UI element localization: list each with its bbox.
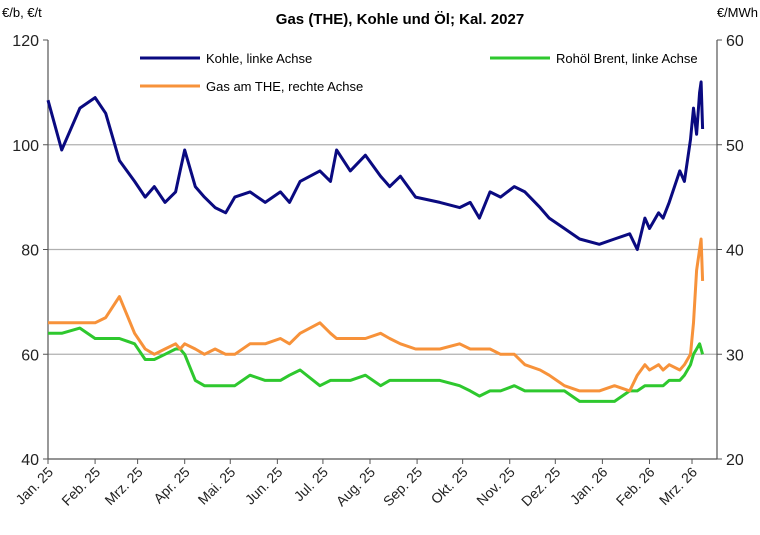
legend-label: Rohöl Brent, linke Achse: [556, 51, 698, 66]
y-tick-label-right: 20: [726, 452, 744, 469]
x-tick-label: Aug. 25: [333, 464, 379, 510]
series-line-0: [46, 80, 705, 251]
y-tick-label-left: 80: [21, 243, 39, 260]
y-tick-label-right: 50: [726, 138, 744, 155]
right-axis-label: €/MWh: [717, 5, 758, 20]
y-tick-label-right: 60: [726, 33, 744, 50]
x-tick-label: Jul. 25: [291, 464, 332, 505]
x-tick-label: Feb. 25: [58, 464, 103, 509]
series-line-2: [48, 237, 705, 393]
x-tick-label: Okt. 25: [428, 464, 471, 507]
x-tick-label: Sep. 25: [380, 464, 426, 510]
x-tick-label: Jan. 26: [567, 464, 611, 508]
x-tick-label: Mrz. 26: [656, 464, 700, 508]
series-line-1: [48, 326, 705, 403]
chart-title: Gas (THE), Kohle und Öl; Kal. 2027: [276, 11, 524, 28]
x-tick-label: Jan. 25: [12, 464, 56, 508]
y-tick-label-right: 40: [726, 243, 744, 260]
y-tick-label-left: 40: [21, 452, 39, 469]
x-tick-label: Jun. 25: [242, 464, 286, 508]
x-tick-label: Mrz. 25: [101, 464, 145, 508]
x-tick-label: Dez. 25: [518, 464, 564, 510]
legend-label: Gas am THE, rechte Achse: [206, 79, 363, 94]
left-axis-label: €/b, €/t: [2, 5, 42, 20]
y-tick-label-left: 60: [21, 347, 39, 364]
x-tick-label: Nov. 25: [473, 464, 518, 509]
y-tick-label-right: 30: [726, 347, 744, 364]
y-tick-label-left: 100: [12, 138, 39, 155]
x-tick-label: Feb. 26: [613, 464, 658, 509]
legend-label: Kohle, linke Achse: [206, 51, 312, 66]
x-tick-label: Apr. 25: [150, 464, 193, 507]
y-tick-label-left: 120: [12, 33, 39, 50]
x-tick-label: Mai. 25: [195, 464, 239, 508]
